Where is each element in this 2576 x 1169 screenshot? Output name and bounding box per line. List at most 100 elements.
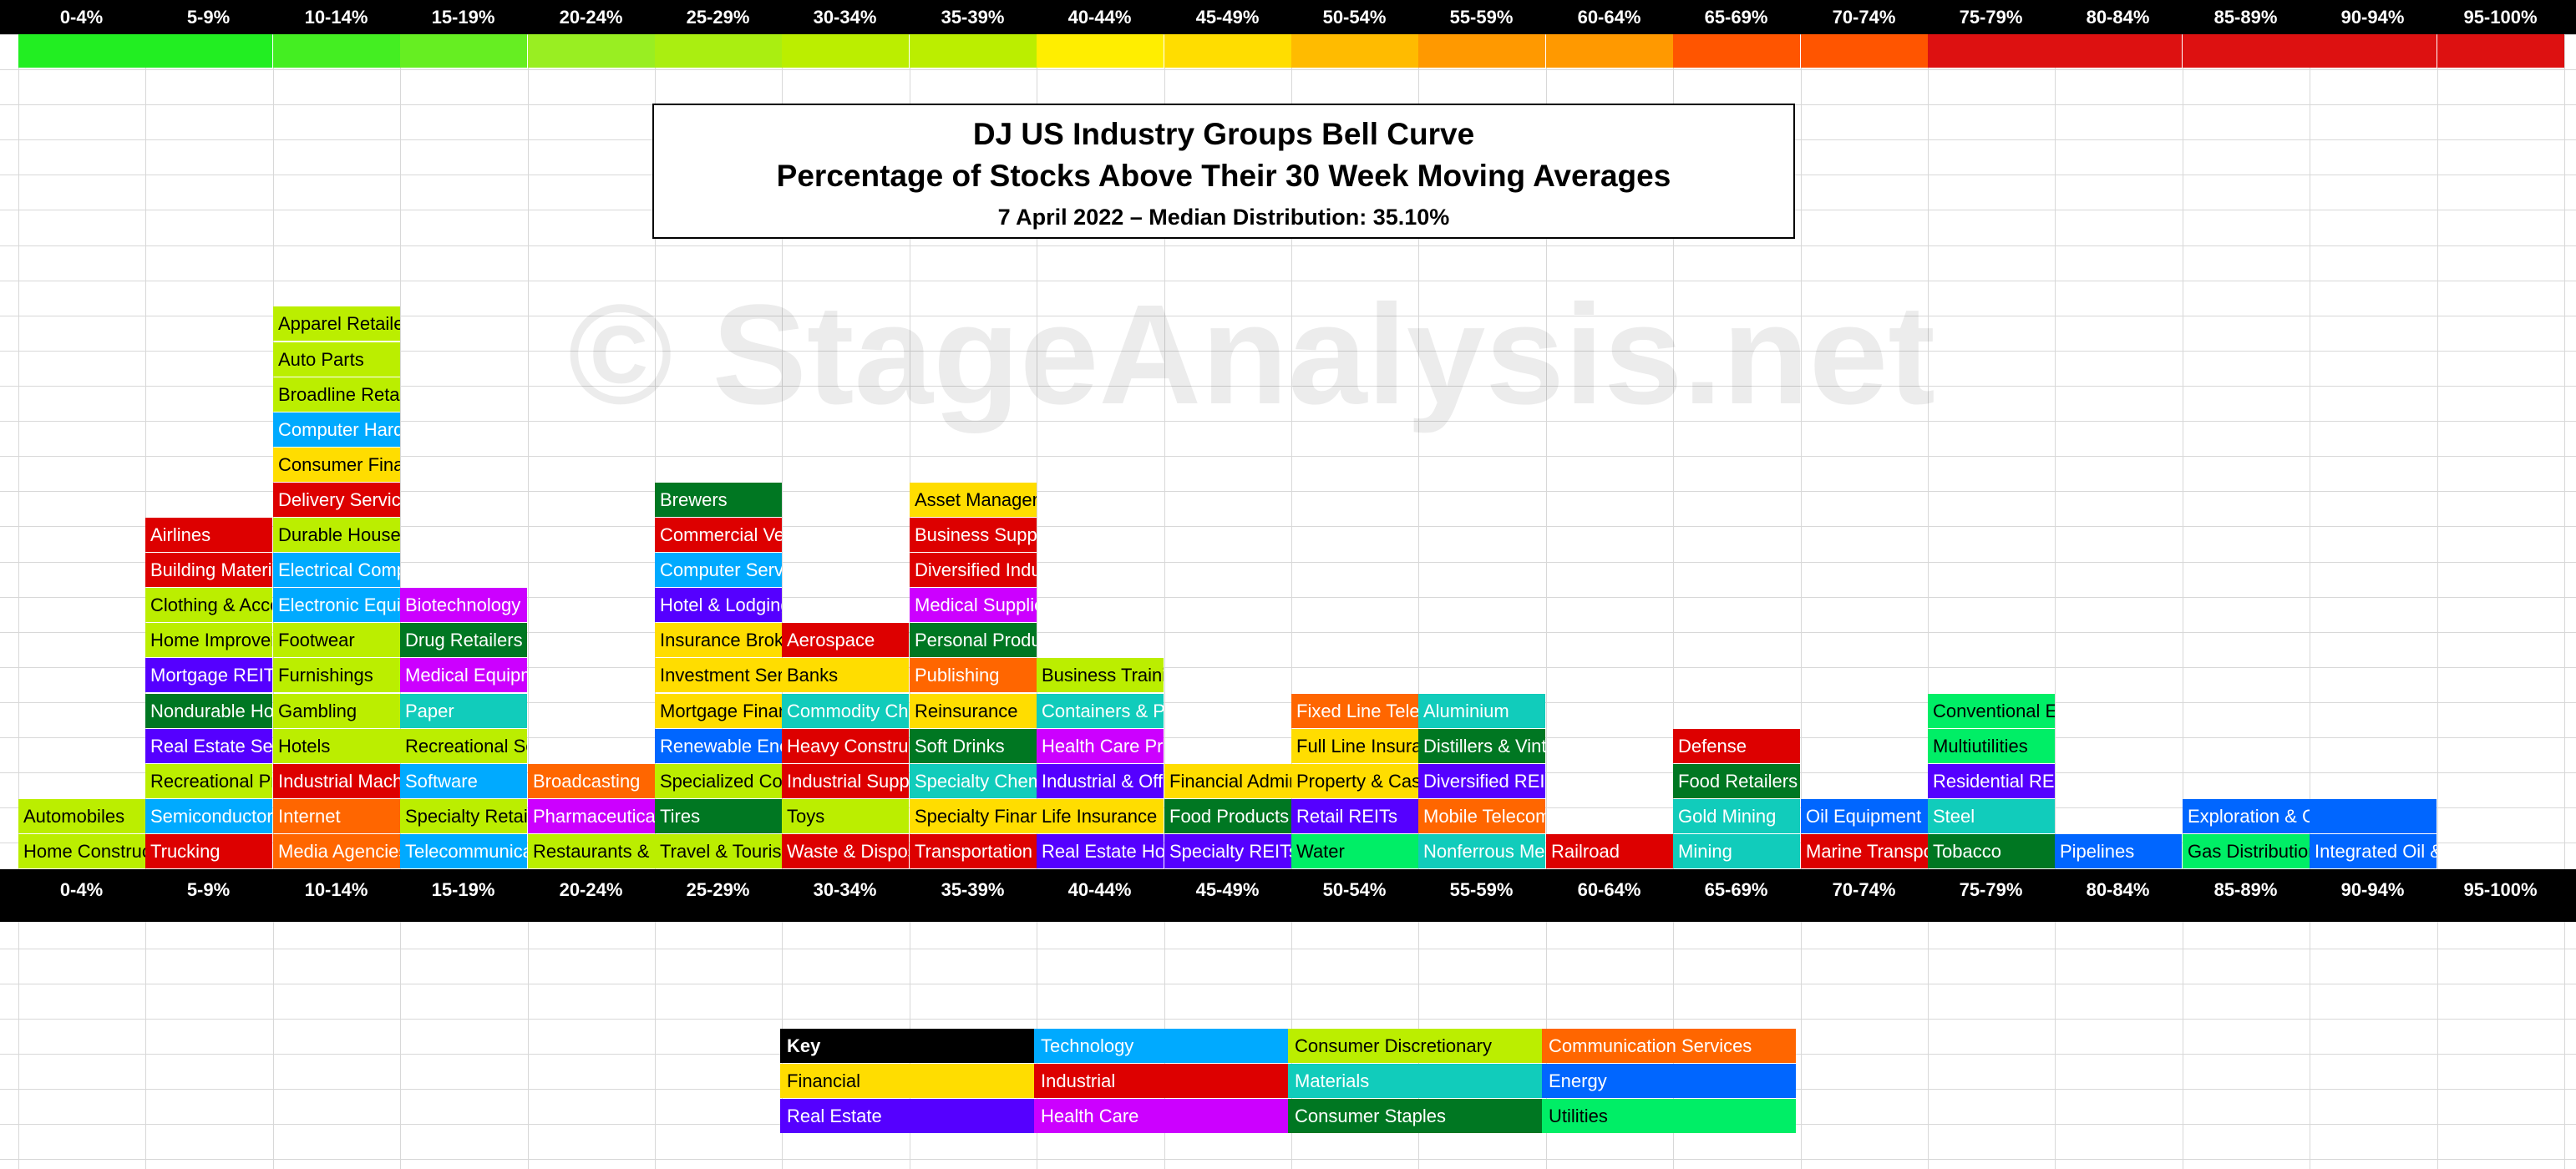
industry-group-cell: Recreational Products	[145, 764, 272, 798]
industry-group-cell: Railroad	[1546, 834, 1673, 868]
bucket-label-bottom: 85-89%	[2213, 879, 2278, 900]
bucket-label-top: 80-84%	[2086, 7, 2150, 28]
industry-group-cell: Software	[400, 764, 527, 798]
bucket-label-bottom: 70-74%	[1832, 879, 1896, 900]
industry-group-cell: Toys	[782, 799, 909, 833]
chart-title: DJ US Industry Groups Bell Curve	[972, 117, 1475, 151]
industry-group-cell: Insurance Brokers	[655, 623, 782, 657]
industry-group-cell: Industrial Machinery	[273, 764, 400, 798]
industry-group-cell: Auto Parts	[273, 342, 400, 377]
industry-group-cell: Food Retailers	[1673, 764, 1800, 798]
industry-group-cell: Computer Hardware	[273, 412, 400, 447]
industry-group-cell: Pipelines	[2055, 834, 2182, 868]
bucket-label-bottom: 15-19%	[431, 879, 495, 900]
industry-group-cell: Specialty REITs	[1164, 834, 1291, 868]
chart-title-box: DJ US Industry Groups Bell Curve Percent…	[652, 104, 1795, 239]
industry-group-cell: Aerospace	[782, 623, 909, 657]
industry-group-cell: Renewable Energy	[655, 729, 782, 763]
heat-scale-cell	[2310, 34, 2437, 68]
bucket-label-bottom: 40-44%	[1067, 879, 1132, 900]
industry-group-cell: Hotel & Lodging	[655, 588, 782, 622]
heat-scale-cell	[400, 34, 527, 68]
heat-scale-cell	[18, 34, 145, 68]
industry-group-cell: Aluminium	[1418, 694, 1545, 728]
heat-scale-cell	[1928, 34, 2055, 68]
bucket-label-top: 45-49%	[1195, 7, 1260, 28]
industry-group-cell: Mortgage Finance	[655, 694, 782, 728]
bucket-label-bottom: 5-9%	[186, 879, 231, 900]
bucket-label-bottom: 25-29%	[686, 879, 750, 900]
industry-group-cell: Gambling	[273, 694, 400, 728]
industry-group-cell: Hotels	[273, 729, 400, 763]
industry-group-cell: Pharmaceuticals	[528, 799, 655, 833]
heat-scale-cell	[1418, 34, 1545, 68]
industry-group-cell: Internet	[273, 799, 400, 833]
industry-group-cell: Diversified Industrials	[910, 553, 1037, 587]
bucket-label-top: 65-69%	[1704, 7, 1768, 28]
key-entry: Consumer Staples	[1288, 1099, 1542, 1133]
industry-group-cell: Consumer Finance	[273, 448, 400, 482]
industry-group-cell: Reinsurance	[910, 694, 1037, 728]
industry-group-cell: Mining	[1673, 834, 1800, 868]
industry-group-cell: Health Care Providers	[1037, 729, 1164, 763]
bucket-label-top: 75-79%	[1959, 7, 2023, 28]
bucket-label-bottom: 50-54%	[1322, 879, 1387, 900]
industry-group-cell: Brewers	[655, 483, 782, 517]
bucket-label-top: 95-100%	[2463, 7, 2538, 28]
heat-scale-cell	[1291, 34, 1418, 68]
industry-group-cell: Gas Distribution	[2183, 834, 2310, 868]
industry-group-cell: Semiconductors	[145, 799, 272, 833]
heat-scale-cell	[1546, 34, 1673, 68]
industry-group-cell: Building Materials	[145, 553, 272, 587]
chart-subtitle: Percentage of Stocks Above Their 30 Week…	[776, 159, 1671, 193]
industry-group-cell: Mortgage REITs	[145, 658, 272, 692]
bucket-label-top: 30-34%	[813, 7, 877, 28]
heat-scale-cell	[1801, 34, 1928, 68]
industry-group-cell: Personal Products	[910, 623, 1037, 657]
bucket-label-bottom: 90-94%	[2340, 879, 2405, 900]
industry-group-cell: Travel & Tourism	[655, 834, 782, 868]
industry-group-cell: Nondurable Household	[145, 694, 272, 728]
industry-group-cell: Water	[1291, 834, 1418, 868]
industry-group-cell: Trucking	[145, 834, 272, 868]
industry-group-cell: Oil Equipment	[1801, 799, 1928, 833]
industry-group-cell: Medical Supplies	[910, 588, 1037, 622]
key-entry: Energy	[1542, 1064, 1796, 1098]
bucket-label-top: 90-94%	[2340, 7, 2405, 28]
industry-group-cell: Full Line Insurance	[1291, 729, 1418, 763]
industry-group-cell: Automobiles	[18, 799, 145, 833]
industry-group-cell: Life Insurance	[1037, 799, 1164, 833]
industry-group-cell: Electrical Components	[273, 553, 400, 587]
key-entry: Real Estate	[780, 1099, 1034, 1133]
industry-group-cell: Business Support	[910, 518, 1037, 552]
key-entry: Health Care	[1034, 1099, 1288, 1133]
heat-scale-cell	[910, 34, 1037, 68]
chart-date-median: 7 April 2022 – Median Distribution: 35.1…	[997, 205, 1450, 230]
industry-group-cell: Transportation	[910, 834, 1037, 868]
industry-group-cell: Specialty Finance	[910, 799, 1037, 833]
heat-scale-cell	[2183, 34, 2310, 68]
industry-group-cell: Specialty Chemicals	[910, 764, 1037, 798]
heat-scale-cell	[1164, 34, 1291, 68]
industry-group-cell: Diversified REITs	[1418, 764, 1545, 798]
industry-group-cell: Medical Equipment	[400, 658, 527, 692]
bucket-label-top: 10-14%	[304, 7, 368, 28]
bucket-label-top: 85-89%	[2213, 7, 2278, 28]
heat-scale-cell	[655, 34, 782, 68]
industry-group-cell: Industrial Suppliers	[782, 764, 909, 798]
industry-group-cell: Broadcasting	[528, 764, 655, 798]
bucket-label-top: 70-74%	[1832, 7, 1896, 28]
industry-group-cell: Investment Services	[655, 658, 782, 692]
bucket-label-top: 50-54%	[1322, 7, 1387, 28]
industry-group-cell: Business Training	[1037, 658, 1164, 692]
industry-group-cell: Home Improvement	[145, 623, 272, 657]
bucket-label-bottom: 35-39%	[941, 879, 1005, 900]
bucket-label-bottom: 0-4%	[59, 879, 104, 900]
header-band-bottom	[0, 869, 2576, 922]
industry-group-cell: Durable Household	[273, 518, 400, 552]
heat-scale-cell	[528, 34, 655, 68]
heat-scale-cell	[782, 34, 909, 68]
industry-group-cell: Media Agencies	[273, 834, 400, 868]
key-entry: Financial	[780, 1064, 1034, 1098]
industry-group-cell: Electronic Equipment	[273, 588, 400, 622]
